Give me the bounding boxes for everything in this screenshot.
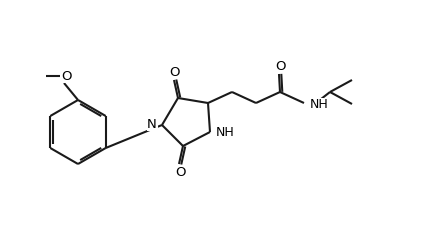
Text: O: O (170, 66, 180, 78)
Text: O: O (61, 70, 71, 83)
Text: NH: NH (216, 126, 235, 139)
Text: N: N (147, 118, 157, 131)
Text: NH: NH (310, 98, 329, 112)
Text: O: O (275, 60, 285, 72)
Text: O: O (175, 166, 185, 179)
